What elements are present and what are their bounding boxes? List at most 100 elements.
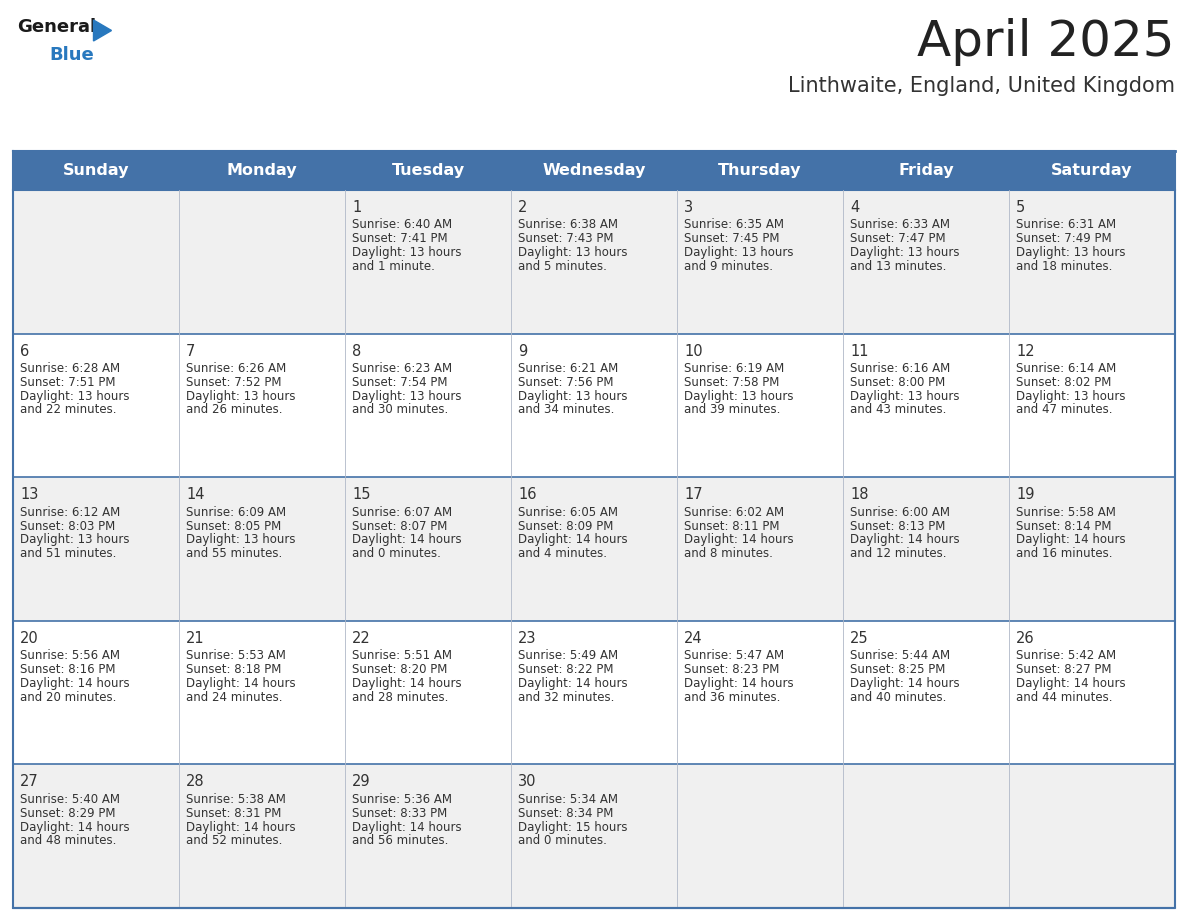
Bar <box>13 765 1175 908</box>
Text: Daylight: 14 hours: Daylight: 14 hours <box>20 821 129 834</box>
Text: 28: 28 <box>187 775 204 789</box>
Text: and 28 minutes.: and 28 minutes. <box>352 690 448 704</box>
Text: and 52 minutes.: and 52 minutes. <box>187 834 283 847</box>
Text: 1: 1 <box>352 200 361 215</box>
Text: and 36 minutes.: and 36 minutes. <box>684 690 781 704</box>
Bar <box>13 621 1175 765</box>
Text: 11: 11 <box>849 343 868 359</box>
Text: Sunset: 8:11 PM: Sunset: 8:11 PM <box>684 520 779 532</box>
Text: and 48 minutes.: and 48 minutes. <box>20 834 116 847</box>
Text: 20: 20 <box>20 631 39 645</box>
Text: and 8 minutes.: and 8 minutes. <box>684 547 773 560</box>
Text: Sunrise: 5:56 AM: Sunrise: 5:56 AM <box>20 649 120 662</box>
Text: Sunrise: 6:21 AM: Sunrise: 6:21 AM <box>518 362 618 375</box>
Bar <box>13 152 1175 190</box>
Text: Sunrise: 5:38 AM: Sunrise: 5:38 AM <box>187 793 286 806</box>
Text: and 13 minutes.: and 13 minutes. <box>849 260 947 273</box>
Text: Daylight: 13 hours: Daylight: 13 hours <box>1016 246 1125 259</box>
Text: Sunday: Sunday <box>63 163 129 178</box>
Text: 3: 3 <box>684 200 693 215</box>
Text: Sunset: 8:13 PM: Sunset: 8:13 PM <box>849 520 946 532</box>
Text: Saturday: Saturday <box>1051 163 1132 178</box>
Bar <box>13 190 1175 333</box>
Text: Sunset: 8:09 PM: Sunset: 8:09 PM <box>518 520 613 532</box>
Text: and 18 minutes.: and 18 minutes. <box>1016 260 1112 273</box>
Text: Sunrise: 6:07 AM: Sunrise: 6:07 AM <box>352 506 453 519</box>
Text: Sunrise: 5:51 AM: Sunrise: 5:51 AM <box>352 649 451 662</box>
Text: Sunset: 8:29 PM: Sunset: 8:29 PM <box>20 807 115 820</box>
Text: 19: 19 <box>1016 487 1035 502</box>
Text: Sunset: 8:05 PM: Sunset: 8:05 PM <box>187 520 282 532</box>
Text: Sunset: 8:02 PM: Sunset: 8:02 PM <box>1016 375 1112 389</box>
Text: Sunset: 7:49 PM: Sunset: 7:49 PM <box>1016 232 1112 245</box>
Text: Linthwaite, England, United Kingdom: Linthwaite, England, United Kingdom <box>788 76 1175 96</box>
Text: April 2025: April 2025 <box>917 18 1175 66</box>
Text: Sunset: 8:23 PM: Sunset: 8:23 PM <box>684 663 779 676</box>
Text: Daylight: 13 hours: Daylight: 13 hours <box>684 246 794 259</box>
Text: 23: 23 <box>518 631 537 645</box>
Text: Daylight: 14 hours: Daylight: 14 hours <box>20 677 129 690</box>
Text: Daylight: 13 hours: Daylight: 13 hours <box>352 390 461 403</box>
Text: and 12 minutes.: and 12 minutes. <box>849 547 947 560</box>
Text: Sunrise: 6:09 AM: Sunrise: 6:09 AM <box>187 506 286 519</box>
Text: Sunset: 8:22 PM: Sunset: 8:22 PM <box>518 663 613 676</box>
Text: 21: 21 <box>187 631 204 645</box>
Text: 13: 13 <box>20 487 38 502</box>
Text: Sunrise: 5:36 AM: Sunrise: 5:36 AM <box>352 793 451 806</box>
Text: Daylight: 14 hours: Daylight: 14 hours <box>352 677 462 690</box>
Text: 24: 24 <box>684 631 702 645</box>
Text: and 0 minutes.: and 0 minutes. <box>352 547 441 560</box>
Text: Daylight: 14 hours: Daylight: 14 hours <box>518 533 627 546</box>
Text: 7: 7 <box>187 343 195 359</box>
Text: Sunrise: 6:35 AM: Sunrise: 6:35 AM <box>684 218 784 231</box>
Text: 8: 8 <box>352 343 361 359</box>
Text: 17: 17 <box>684 487 702 502</box>
Text: Daylight: 13 hours: Daylight: 13 hours <box>1016 390 1125 403</box>
Text: Sunrise: 5:47 AM: Sunrise: 5:47 AM <box>684 649 784 662</box>
Text: Sunset: 7:54 PM: Sunset: 7:54 PM <box>352 375 448 389</box>
Text: Sunrise: 6:00 AM: Sunrise: 6:00 AM <box>849 506 950 519</box>
Text: Sunset: 7:45 PM: Sunset: 7:45 PM <box>684 232 779 245</box>
Text: and 47 minutes.: and 47 minutes. <box>1016 404 1112 417</box>
Text: and 30 minutes.: and 30 minutes. <box>352 404 448 417</box>
Text: Daylight: 14 hours: Daylight: 14 hours <box>849 533 960 546</box>
Text: Sunset: 8:33 PM: Sunset: 8:33 PM <box>352 807 447 820</box>
Text: Tuesday: Tuesday <box>391 163 465 178</box>
Polygon shape <box>94 20 112 41</box>
Text: Sunset: 8:27 PM: Sunset: 8:27 PM <box>1016 663 1112 676</box>
Text: Sunrise: 6:38 AM: Sunrise: 6:38 AM <box>518 218 618 231</box>
Text: 30: 30 <box>518 775 537 789</box>
Text: and 43 minutes.: and 43 minutes. <box>849 404 947 417</box>
Text: Sunset: 8:14 PM: Sunset: 8:14 PM <box>1016 520 1112 532</box>
Text: Sunset: 7:56 PM: Sunset: 7:56 PM <box>518 375 613 389</box>
Text: 2: 2 <box>518 200 527 215</box>
Text: Daylight: 14 hours: Daylight: 14 hours <box>352 533 462 546</box>
Text: Sunset: 7:43 PM: Sunset: 7:43 PM <box>518 232 613 245</box>
Bar <box>13 477 1175 621</box>
Text: Sunrise: 5:53 AM: Sunrise: 5:53 AM <box>187 649 286 662</box>
Text: and 5 minutes.: and 5 minutes. <box>518 260 607 273</box>
Text: Wednesday: Wednesday <box>542 163 646 178</box>
Text: and 51 minutes.: and 51 minutes. <box>20 547 116 560</box>
Text: and 1 minute.: and 1 minute. <box>352 260 435 273</box>
Text: Sunrise: 5:49 AM: Sunrise: 5:49 AM <box>518 649 618 662</box>
Text: Sunrise: 5:44 AM: Sunrise: 5:44 AM <box>849 649 950 662</box>
Text: Blue: Blue <box>49 46 94 64</box>
Text: and 32 minutes.: and 32 minutes. <box>518 690 614 704</box>
Text: Daylight: 13 hours: Daylight: 13 hours <box>20 533 129 546</box>
Text: Sunrise: 6:40 AM: Sunrise: 6:40 AM <box>352 218 453 231</box>
Text: Daylight: 13 hours: Daylight: 13 hours <box>187 390 296 403</box>
Text: and 16 minutes.: and 16 minutes. <box>1016 547 1112 560</box>
Text: and 55 minutes.: and 55 minutes. <box>187 547 283 560</box>
Text: Sunrise: 6:02 AM: Sunrise: 6:02 AM <box>684 506 784 519</box>
Text: and 34 minutes.: and 34 minutes. <box>518 404 614 417</box>
Text: Sunrise: 6:05 AM: Sunrise: 6:05 AM <box>518 506 618 519</box>
Text: 22: 22 <box>352 631 371 645</box>
Text: 5: 5 <box>1016 200 1025 215</box>
Text: General: General <box>17 18 96 36</box>
Text: Sunset: 8:03 PM: Sunset: 8:03 PM <box>20 520 115 532</box>
Text: Thursday: Thursday <box>719 163 802 178</box>
Text: 6: 6 <box>20 343 30 359</box>
Text: Daylight: 13 hours: Daylight: 13 hours <box>518 246 627 259</box>
Text: Sunrise: 6:12 AM: Sunrise: 6:12 AM <box>20 506 120 519</box>
